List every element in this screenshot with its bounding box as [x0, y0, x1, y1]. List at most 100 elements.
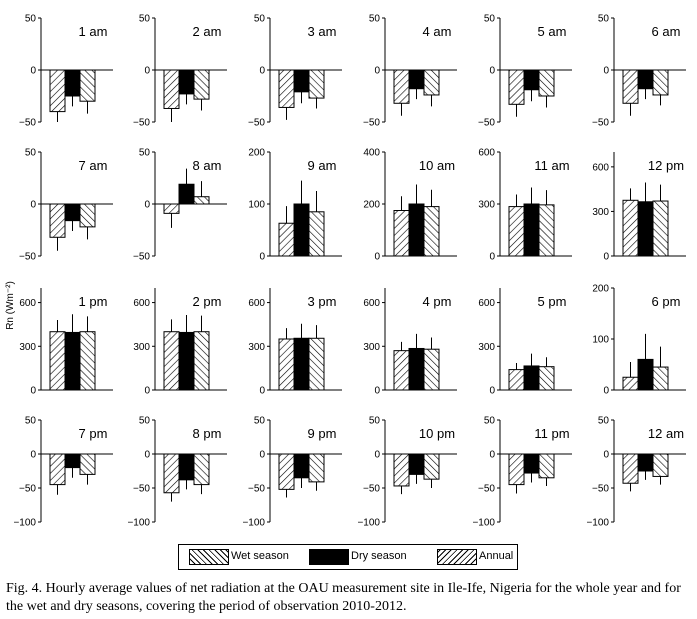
- panel-title: 3 pm: [308, 294, 337, 309]
- y-tick-label: 50: [254, 14, 266, 25]
- bar-annual: [79, 203, 96, 228]
- bar-wet: [622, 69, 639, 104]
- y-tick-label: 0: [30, 200, 36, 211]
- bar-dry: [523, 203, 540, 257]
- y-tick-label: −50: [248, 484, 265, 495]
- panel-title: 10 pm: [419, 426, 455, 441]
- y-tick-label: 50: [25, 416, 37, 427]
- y-tick-label: 50: [139, 14, 151, 25]
- panel-title: 6 pm: [652, 294, 681, 309]
- panel-title: 3 am: [308, 24, 337, 39]
- panel-5-am: −50 0 50 5 am: [478, 14, 572, 129]
- y-tick-label: 300: [133, 342, 150, 353]
- bar-wet: [278, 69, 295, 108]
- bar-annual: [308, 453, 325, 483]
- bar-dry: [293, 203, 310, 257]
- y-tick-label: 50: [139, 148, 151, 159]
- bar-wet: [49, 453, 66, 486]
- bar-wet: [163, 453, 180, 494]
- y-tick-label: 0: [489, 252, 495, 263]
- bar-annual: [308, 211, 325, 257]
- panel-title: 5 am: [538, 24, 567, 39]
- y-tick-label: 0: [30, 386, 36, 397]
- y-tick-label: 50: [139, 416, 151, 427]
- panel-title: 9 am: [308, 158, 337, 173]
- bar-wet: [278, 453, 295, 490]
- bar-dry: [64, 69, 81, 97]
- bar-wet: [278, 338, 295, 391]
- panel-11-am: 0 300 600 11 am: [478, 148, 572, 263]
- bar-dry: [408, 203, 425, 257]
- y-tick-label: 0: [489, 66, 495, 77]
- y-tick-label: 0: [603, 252, 609, 263]
- y-tick-label: 0: [259, 66, 265, 77]
- y-tick-label: 300: [478, 200, 495, 211]
- y-tick-label: 600: [592, 162, 609, 173]
- bar-dry: [64, 453, 81, 469]
- y-tick-label: 0: [259, 450, 265, 461]
- y-tick-label: −50: [133, 252, 150, 263]
- y-tick-label: 50: [254, 416, 266, 427]
- panel-1-pm: 0 300 600 1 pm: [19, 288, 113, 397]
- y-tick-label: 100: [248, 200, 265, 211]
- y-tick-label: 0: [144, 386, 150, 397]
- bar-dry: [523, 365, 540, 391]
- panel-3-am: −50 0 50 3 am: [248, 14, 342, 129]
- y-tick-label: 300: [363, 342, 380, 353]
- bar-dry: [293, 69, 310, 93]
- y-tick-label: 400: [363, 148, 380, 159]
- bar-annual: [423, 453, 440, 480]
- panel-title: 11 am: [534, 158, 569, 173]
- bar-wet: [49, 203, 66, 238]
- bar-dry: [408, 453, 425, 475]
- panel-12-pm: 0 300 600 12 pm: [592, 152, 686, 263]
- panel-title: 6 am: [652, 24, 681, 39]
- legend-swatch-annual: [437, 549, 477, 565]
- panel-title: 1 am: [79, 24, 108, 39]
- legend-swatch-wet: [189, 549, 229, 565]
- y-tick-label: 50: [598, 416, 610, 427]
- y-tick-label: −50: [592, 484, 609, 495]
- y-tick-label: −100: [472, 518, 495, 529]
- bar-wet: [508, 369, 525, 391]
- y-tick-label: 200: [363, 200, 380, 211]
- bar-annual: [193, 69, 210, 100]
- bar-annual: [423, 69, 440, 96]
- panel-title: 5 pm: [538, 294, 567, 309]
- y-tick-label: −50: [592, 118, 609, 129]
- y-tick-label: −50: [248, 118, 265, 129]
- y-tick-label: 100: [592, 335, 609, 346]
- panel-12-am: −100 −50 0 50 12 am: [586, 416, 686, 529]
- y-tick-label: −100: [242, 518, 265, 529]
- bar-dry: [64, 331, 81, 391]
- bar-annual: [652, 366, 669, 391]
- bar-wet: [278, 222, 295, 257]
- y-tick-label: 50: [369, 14, 381, 25]
- y-tick-label: −50: [478, 118, 495, 129]
- y-tick-label: 50: [598, 14, 610, 25]
- bar-wet: [393, 210, 410, 257]
- bar-dry: [637, 453, 654, 472]
- bar-annual: [193, 453, 210, 486]
- bar-annual: [79, 331, 96, 391]
- figure-caption: Fig. 4. Hourly average values of net rad…: [6, 581, 681, 614]
- y-tick-label: 0: [489, 450, 495, 461]
- bar-dry: [637, 69, 654, 90]
- bar-annual: [308, 337, 325, 391]
- y-tick-label: 600: [363, 298, 380, 309]
- bar-annual: [652, 453, 669, 477]
- panel-9-am: 0 100 200 9 am: [248, 148, 342, 263]
- y-tick-label: −50: [19, 252, 36, 263]
- bar-annual: [193, 196, 210, 205]
- bar-dry: [178, 331, 195, 391]
- bar-dry: [523, 69, 540, 91]
- bar-dry: [523, 453, 540, 474]
- y-tick-label: 0: [603, 386, 609, 397]
- panel-title: 2 pm: [193, 294, 222, 309]
- bar-dry: [293, 337, 310, 391]
- panel-title: 10 am: [419, 158, 455, 173]
- y-tick-label: 0: [374, 386, 380, 397]
- y-tick-label: −50: [19, 484, 36, 495]
- bar-dry: [408, 69, 425, 90]
